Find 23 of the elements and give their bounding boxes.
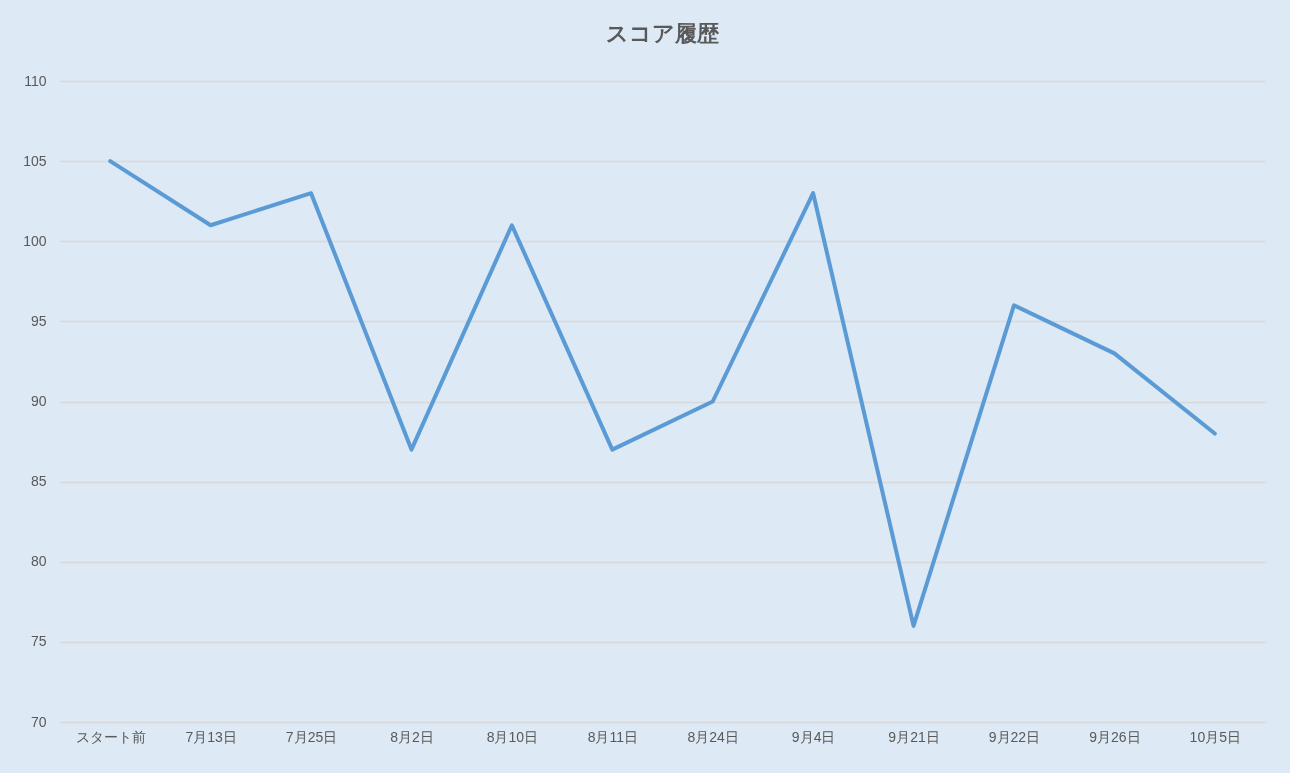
x-tick-label: 7月13日	[185, 728, 237, 745]
x-tick-label: 9月26日	[1089, 728, 1141, 745]
x-tick-label: 8月24日	[687, 728, 739, 745]
y-tick-label: 110	[24, 72, 47, 89]
x-tick-label: 9月22日	[988, 728, 1041, 745]
y-tick-label: 75	[30, 633, 47, 650]
y-tick-label: 80	[30, 553, 47, 570]
y-tick-label: 90	[30, 393, 47, 409]
y-tick-label: 95	[30, 312, 47, 329]
x-tick-label: 8月10日	[486, 728, 539, 745]
y-tick-label: 105	[23, 152, 47, 169]
x-tick-label: 8月11日	[587, 728, 638, 745]
x-tick-label: 10月5日	[1189, 728, 1241, 745]
x-tick-label: 9月4日	[791, 728, 836, 745]
x-tick-label: 9月21日	[888, 728, 940, 745]
y-tick-label: 70	[30, 713, 47, 730]
line-series	[108, 159, 1217, 628]
y-tick-label: 100	[23, 232, 47, 249]
x-tick-label: スタート前	[75, 728, 146, 745]
chart-title: スコア履歴	[606, 21, 719, 46]
x-tick-label: 8月2日	[390, 728, 434, 745]
x-tick-label: 7月25日	[285, 728, 338, 745]
y-tick-label: 85	[30, 473, 47, 490]
